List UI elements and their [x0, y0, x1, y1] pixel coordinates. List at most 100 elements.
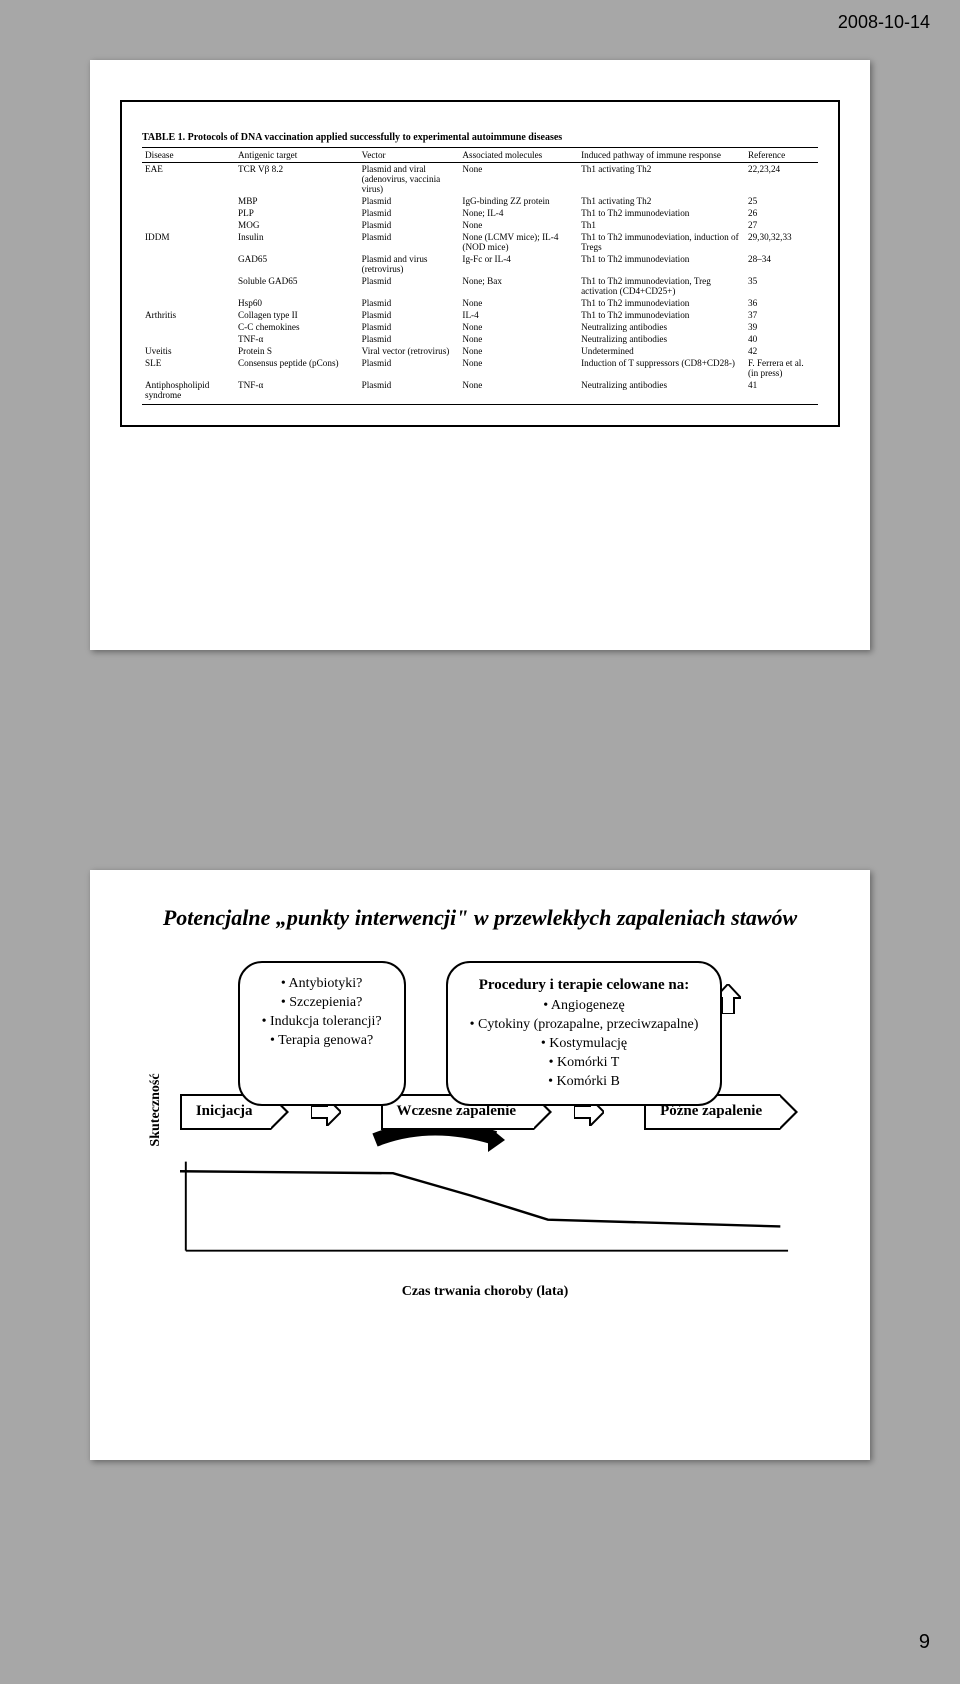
table-cell: Plasmid [359, 321, 460, 333]
table-container: TABLE 1. Protocols of DNA vaccination ap… [120, 100, 840, 427]
table-cell: 37 [745, 309, 818, 321]
table-cell: Plasmid [359, 195, 460, 207]
table-row: GAD65Plasmid and virus (retrovirus)Ig-Fc… [142, 253, 818, 275]
table-cell: Antiphospholipid syndrome [142, 379, 235, 405]
table-cell: Plasmid [359, 333, 460, 345]
page-date: 2008-10-14 [838, 12, 930, 33]
table-row: MBPPlasmidIgG-binding ZZ proteinTh1 acti… [142, 195, 818, 207]
table-cell: Consensus peptide (pCons) [235, 357, 359, 379]
table-cell: IgG-binding ZZ protein [459, 195, 578, 207]
table-cell: 28–34 [745, 253, 818, 275]
table-cell: Neutralizing antibodies [578, 321, 745, 333]
table-cell: Th1 to Th2 immunodeviation [578, 253, 745, 275]
table-row: Soluble GAD65PlasmidNone; BaxTh1 to Th2 … [142, 275, 818, 297]
table-cell: None [459, 345, 578, 357]
table-row: IDDMInsulinPlasmidNone (LCMV mice); IL-4… [142, 231, 818, 253]
col-header: Induced pathway of immune response [578, 148, 745, 163]
slide-table: TABLE 1. Protocols of DNA vaccination ap… [90, 60, 870, 650]
slide2-title: Potencjalne „punkty interwencji" w przew… [140, 905, 820, 931]
table-cell [142, 253, 235, 275]
table-cell: Th1 to Th2 immunodeviation [578, 297, 745, 309]
rightbox-item: • Komórki B [470, 1073, 699, 1092]
table-caption: TABLE 1. Protocols of DNA vaccination ap… [142, 132, 818, 143]
leftbox-item: • Szczepienia? [262, 994, 382, 1013]
table-row: PLPPlasmidNone; IL-4Th1 to Th2 immunodev… [142, 207, 818, 219]
table-cell [142, 275, 235, 297]
table-row: ArthritisCollagen type IIPlasmidIL-4Th1 … [142, 309, 818, 321]
table-row: C-C chemokinesPlasmidNoneNeutralizing an… [142, 321, 818, 333]
table-cell: None [459, 219, 578, 231]
table-cell: Protein S [235, 345, 359, 357]
table-cell: Plasmid [359, 379, 460, 405]
table-cell: 36 [745, 297, 818, 309]
table-cell: 26 [745, 207, 818, 219]
chart-svg [180, 1160, 790, 1260]
rightbox-item: • Kostymulację [470, 1035, 699, 1054]
table-cell: Th1 to Th2 immunodeviation [578, 207, 745, 219]
table-cell: Plasmid and virus (retrovirus) [359, 253, 460, 275]
table-cell: GAD65 [235, 253, 359, 275]
chart-xlabel: Czas trwania choroby (lata) [170, 1284, 800, 1300]
rightbox: Procedury i terapie celowane na: • Angio… [446, 961, 723, 1106]
table-cell: Undetermined [578, 345, 745, 357]
table-cell: Induction of T suppressors (CD8+CD28-) [578, 357, 745, 379]
table-cell: MOG [235, 219, 359, 231]
table-cell: TCR Vβ 8.2 [235, 163, 359, 196]
table-cell: Uveitis [142, 345, 235, 357]
table-cell: None [459, 357, 578, 379]
table-cell: TNF-α [235, 333, 359, 345]
table-cell: Plasmid [359, 275, 460, 297]
rightbox-header: Procedury i terapie celowane na: [470, 975, 699, 995]
table-cell [142, 195, 235, 207]
table-cell: Plasmid [359, 207, 460, 219]
table-cell: None (LCMV mice); IL-4 (NOD mice) [459, 231, 578, 253]
table-cell: Neutralizing antibodies [578, 379, 745, 405]
col-header: Disease [142, 148, 235, 163]
rightbox-item: • Angiogenezę [470, 997, 699, 1016]
table-row: TNF-αPlasmidNoneNeutralizing antibodies4… [142, 333, 818, 345]
table-cell: Arthritis [142, 309, 235, 321]
table-cell: 41 [745, 379, 818, 405]
table-cell: Plasmid [359, 357, 460, 379]
table-row: Antiphospholipid syndromeTNF-αPlasmidNon… [142, 379, 818, 405]
table-cell: Th1 activating Th2 [578, 195, 745, 207]
chart-ylabel: Skuteczność [148, 1050, 164, 1170]
table-cell: Plasmid [359, 231, 460, 253]
table-cell: C-C chemokines [235, 321, 359, 333]
table-row: Hsp60PlasmidNoneTh1 to Th2 immunodeviati… [142, 297, 818, 309]
page-number: 9 [919, 1631, 930, 1654]
table-cell: 27 [745, 219, 818, 231]
table-cell [142, 219, 235, 231]
col-header: Vector [359, 148, 460, 163]
table-row: SLEConsensus peptide (pCons)PlasmidNoneI… [142, 357, 818, 379]
leftbox: • Antybiotyki?• Szczepienia?• Indukcja t… [238, 961, 406, 1106]
table-cell: 39 [745, 321, 818, 333]
table-row: MOGPlasmidNoneTh127 [142, 219, 818, 231]
table-cell [142, 207, 235, 219]
col-header: Associated molecules [459, 148, 578, 163]
table-cell: Viral vector (retrovirus) [359, 345, 460, 357]
leftbox-item: • Terapia genowa? [262, 1032, 382, 1051]
table-cell: Plasmid [359, 219, 460, 231]
rightbox-item: • Cytokiny (prozapalne, przeciwzapalne) [470, 1016, 699, 1035]
table-cell: Th1 activating Th2 [578, 163, 745, 196]
table-cell [142, 321, 235, 333]
table-cell: None; IL-4 [459, 207, 578, 219]
table-cell: Insulin [235, 231, 359, 253]
table-cell: None [459, 379, 578, 405]
table-cell: Plasmid [359, 297, 460, 309]
table-cell: 40 [745, 333, 818, 345]
table-cell: 29,30,32,33 [745, 231, 818, 253]
table-cell: Plasmid [359, 309, 460, 321]
table-cell: None [459, 333, 578, 345]
table-cell: TNF-α [235, 379, 359, 405]
leftbox-item: • Antybiotyki? [262, 975, 382, 994]
col-header: Antigenic target [235, 148, 359, 163]
table-cell: Soluble GAD65 [235, 275, 359, 297]
table-row: UveitisProtein SViral vector (retrovirus… [142, 345, 818, 357]
table-cell: 25 [745, 195, 818, 207]
table-cell: 35 [745, 275, 818, 297]
table-cell: Collagen type II [235, 309, 359, 321]
rightbox-item: • Komórki T [470, 1054, 699, 1073]
table-cell: None [459, 297, 578, 309]
